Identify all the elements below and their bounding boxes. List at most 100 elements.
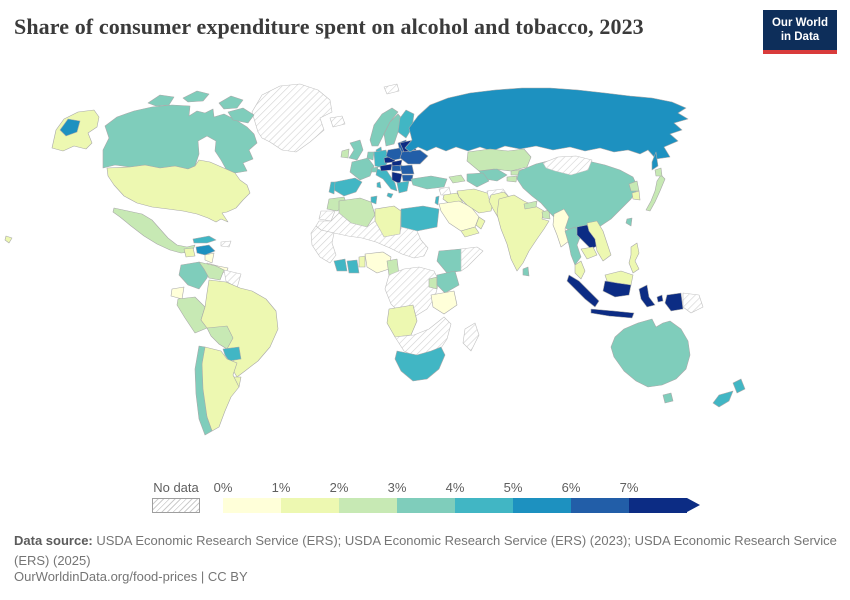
country-south-korea[interactable] xyxy=(631,190,641,201)
country-angola[interactable] xyxy=(386,304,418,338)
country-ghana[interactable] xyxy=(346,259,360,274)
country-yemen[interactable] xyxy=(460,226,480,238)
country-usa[interactable] xyxy=(106,159,251,223)
country-svalbard[interactable] xyxy=(383,83,400,95)
country-australia[interactable] xyxy=(610,318,691,388)
country-austria[interactable] xyxy=(379,163,393,172)
country-italy-sardinia[interactable] xyxy=(376,181,382,189)
country-usa-hawaii[interactable] xyxy=(4,235,13,244)
country-philippines[interactable] xyxy=(628,242,640,274)
country-indonesia-maluku[interactable] xyxy=(656,294,664,303)
country-indonesia-sulawesi[interactable] xyxy=(638,284,656,308)
legend-bin[interactable] xyxy=(455,498,513,513)
country-honduras[interactable] xyxy=(195,244,216,256)
country-portugal[interactable] xyxy=(328,181,336,195)
citation-link[interactable]: OurWorldinData.org/food-prices | CC BY xyxy=(14,569,248,584)
country-malaysia-peninsula[interactable] xyxy=(574,260,586,280)
legend-bin[interactable] xyxy=(571,498,629,513)
country-sahel[interactable] xyxy=(315,212,429,259)
country-new-zealand-north[interactable] xyxy=(732,378,746,394)
country-spain[interactable] xyxy=(333,177,363,197)
country-france[interactable] xyxy=(349,157,375,181)
country-oman[interactable] xyxy=(475,216,486,230)
country-italy-sicily[interactable] xyxy=(386,192,394,199)
country-mexico[interactable] xyxy=(112,207,196,254)
country-nicaragua[interactable] xyxy=(204,252,215,264)
legend-bin[interactable] xyxy=(513,498,571,513)
country-germany[interactable] xyxy=(373,149,390,169)
legend-bin[interactable] xyxy=(339,498,397,513)
owid-logo[interactable]: Our World in Data xyxy=(763,10,837,54)
country-greenland[interactable] xyxy=(251,83,333,153)
country-brazil[interactable] xyxy=(200,279,279,378)
country-south-africa[interactable] xyxy=(394,346,446,382)
country-west-africa[interactable] xyxy=(310,225,337,264)
country-russia-sakhalin[interactable] xyxy=(651,151,659,171)
country-turkmenistan[interactable] xyxy=(466,172,490,188)
country-mongolia[interactable] xyxy=(542,155,593,176)
country-indonesia-sumatra[interactable] xyxy=(566,274,600,308)
country-paraguay[interactable] xyxy=(222,346,242,362)
country-chile[interactable] xyxy=(194,345,213,436)
country-australia-tasmania[interactable] xyxy=(662,392,674,404)
country-new-zealand-south[interactable] xyxy=(712,390,734,408)
country-bangladesh[interactable] xyxy=(541,209,551,220)
country-canada-arctic-2[interactable] xyxy=(182,90,210,103)
country-cote-divoire[interactable] xyxy=(333,258,348,272)
country-uganda[interactable] xyxy=(428,276,438,290)
country-ireland[interactable] xyxy=(340,148,350,159)
country-benin-togo[interactable] xyxy=(358,255,366,268)
country-canada-baffin[interactable] xyxy=(227,107,255,124)
country-iran[interactable] xyxy=(456,188,495,214)
legend-bin[interactable] xyxy=(629,498,687,513)
legend-no-data-swatch[interactable] xyxy=(152,498,200,513)
country-uk[interactable] xyxy=(348,139,364,161)
legend-color-bar[interactable] xyxy=(223,498,687,513)
country-canada-arctic-1[interactable] xyxy=(147,94,175,107)
country-romania[interactable] xyxy=(399,164,415,175)
country-tunisia[interactable] xyxy=(370,195,378,205)
country-turkey[interactable] xyxy=(410,175,448,190)
country-taiwan[interactable] xyxy=(625,217,633,227)
country-indonesia-java[interactable] xyxy=(590,308,635,319)
legend-bin[interactable] xyxy=(223,498,281,513)
country-indonesia-papua[interactable] xyxy=(664,292,684,312)
country-norway[interactable] xyxy=(369,107,399,147)
country-india[interactable] xyxy=(496,194,550,272)
country-vietnam[interactable] xyxy=(586,220,612,262)
legend-bin[interactable] xyxy=(397,498,455,513)
country-russia-chukotka[interactable] xyxy=(59,118,81,137)
country-poland[interactable] xyxy=(385,147,405,161)
country-ecuador[interactable] xyxy=(170,286,185,300)
country-japan[interactable] xyxy=(645,174,666,212)
country-kenya[interactable] xyxy=(436,270,460,294)
country-russia[interactable] xyxy=(404,87,689,160)
country-tajikistan[interactable] xyxy=(506,175,518,183)
country-hispaniola[interactable] xyxy=(220,240,232,248)
country-egypt[interactable] xyxy=(400,205,440,232)
country-caucasus[interactable] xyxy=(448,174,466,184)
legend-bin[interactable] xyxy=(281,498,339,513)
country-cambodia[interactable] xyxy=(580,246,598,260)
country-somalia[interactable] xyxy=(460,246,484,272)
country-madagascar[interactable] xyxy=(462,322,480,352)
country-venezuela[interactable] xyxy=(198,261,225,281)
country-italy[interactable] xyxy=(375,168,398,192)
country-guatemala[interactable] xyxy=(183,247,196,258)
country-ukraine[interactable] xyxy=(399,149,429,165)
country-papua-new-guinea[interactable] xyxy=(682,292,704,314)
country-canada-arctic-3[interactable] xyxy=(218,95,244,110)
country-central-africa[interactable] xyxy=(384,266,440,318)
country-sri-lanka[interactable] xyxy=(522,266,530,277)
country-cuba[interactable] xyxy=(192,235,217,244)
country-benelux[interactable] xyxy=(366,151,375,161)
country-greece[interactable] xyxy=(396,180,410,194)
country-syria[interactable] xyxy=(438,186,452,196)
country-japan-hokkaido[interactable] xyxy=(654,167,663,177)
country-tanzania[interactable] xyxy=(430,290,458,315)
country-kazakhstan[interactable] xyxy=(466,148,532,172)
country-indonesia-kalimantan[interactable] xyxy=(602,280,632,298)
country-iceland[interactable] xyxy=(329,115,346,128)
country-nepal[interactable] xyxy=(523,200,538,210)
country-israel[interactable] xyxy=(434,195,440,206)
